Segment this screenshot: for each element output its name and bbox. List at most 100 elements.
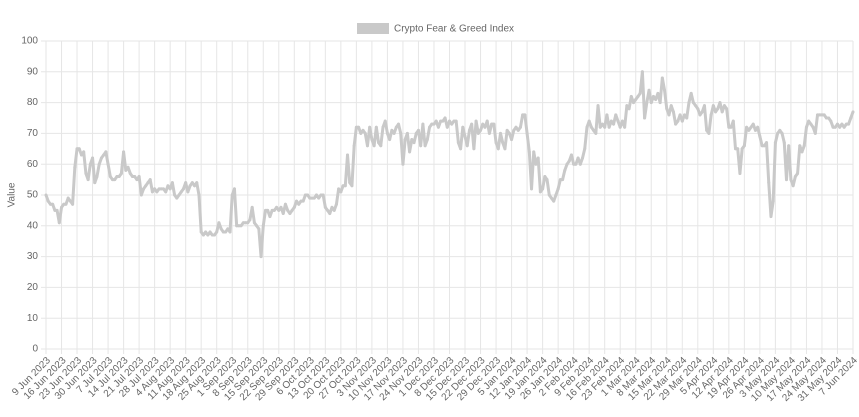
point	[470, 122, 474, 126]
point	[71, 202, 75, 206]
y-tick-label: 30	[27, 251, 39, 262]
point	[259, 255, 263, 259]
point	[255, 224, 259, 228]
point	[813, 131, 817, 135]
point	[394, 125, 398, 129]
point	[485, 119, 489, 123]
point	[434, 119, 438, 123]
point	[383, 119, 387, 123]
point	[428, 125, 432, 129]
point	[219, 227, 223, 231]
point	[60, 205, 64, 209]
point	[612, 122, 616, 126]
point	[168, 187, 172, 191]
point	[742, 144, 746, 148]
y-tick-label: 0	[32, 344, 38, 355]
y-tick-label: 50	[27, 190, 39, 201]
point	[301, 199, 305, 203]
point	[829, 119, 833, 123]
point	[696, 107, 700, 111]
point	[130, 175, 134, 179]
point	[432, 122, 436, 126]
point	[73, 165, 77, 169]
point	[297, 202, 301, 206]
point	[842, 125, 846, 129]
point	[816, 113, 820, 117]
point	[487, 131, 491, 135]
point	[88, 162, 92, 166]
point	[576, 156, 580, 160]
point	[164, 190, 168, 194]
point	[605, 113, 609, 117]
point	[516, 128, 520, 132]
point	[188, 184, 192, 188]
point	[818, 113, 822, 117]
point	[483, 125, 487, 129]
point	[193, 184, 197, 188]
point	[538, 190, 542, 194]
point	[272, 208, 276, 212]
point	[545, 178, 549, 182]
point	[847, 122, 851, 126]
point	[361, 128, 365, 132]
point	[596, 104, 600, 108]
point	[678, 113, 682, 117]
point	[807, 119, 811, 123]
point	[498, 131, 502, 135]
point	[84, 171, 88, 175]
point	[543, 175, 547, 179]
point	[150, 190, 154, 194]
point	[527, 150, 531, 154]
point	[343, 184, 347, 188]
point	[412, 141, 416, 145]
point	[514, 125, 518, 129]
point	[148, 178, 152, 182]
point	[656, 91, 660, 95]
point	[252, 221, 256, 225]
point	[295, 199, 299, 203]
point	[565, 162, 569, 166]
point	[206, 233, 210, 237]
point	[623, 125, 627, 129]
point	[248, 218, 252, 222]
point	[833, 125, 837, 129]
point	[840, 122, 844, 126]
point	[51, 202, 55, 206]
point	[153, 187, 157, 191]
point	[496, 147, 500, 151]
point	[581, 156, 585, 160]
point	[423, 144, 427, 148]
point	[275, 205, 279, 209]
point	[507, 131, 511, 135]
point	[177, 193, 181, 197]
point	[505, 128, 509, 132]
point	[787, 144, 791, 148]
point	[401, 162, 405, 166]
point	[133, 175, 137, 179]
point	[501, 141, 505, 145]
point	[310, 196, 314, 200]
point	[594, 131, 598, 135]
point	[314, 193, 318, 197]
point	[283, 202, 287, 206]
point	[725, 107, 729, 111]
point	[472, 147, 476, 151]
point	[649, 101, 653, 105]
point	[75, 147, 79, 151]
point	[385, 131, 389, 135]
point	[643, 116, 647, 120]
point	[181, 187, 185, 191]
point	[230, 193, 234, 197]
point	[534, 162, 538, 166]
point	[235, 224, 239, 228]
point	[91, 156, 95, 160]
point	[683, 113, 687, 117]
point	[266, 208, 270, 212]
point	[638, 91, 642, 95]
point	[286, 208, 290, 212]
point	[456, 141, 460, 145]
y-axis-title: Value	[7, 182, 18, 207]
point	[215, 230, 219, 234]
point	[281, 211, 285, 215]
